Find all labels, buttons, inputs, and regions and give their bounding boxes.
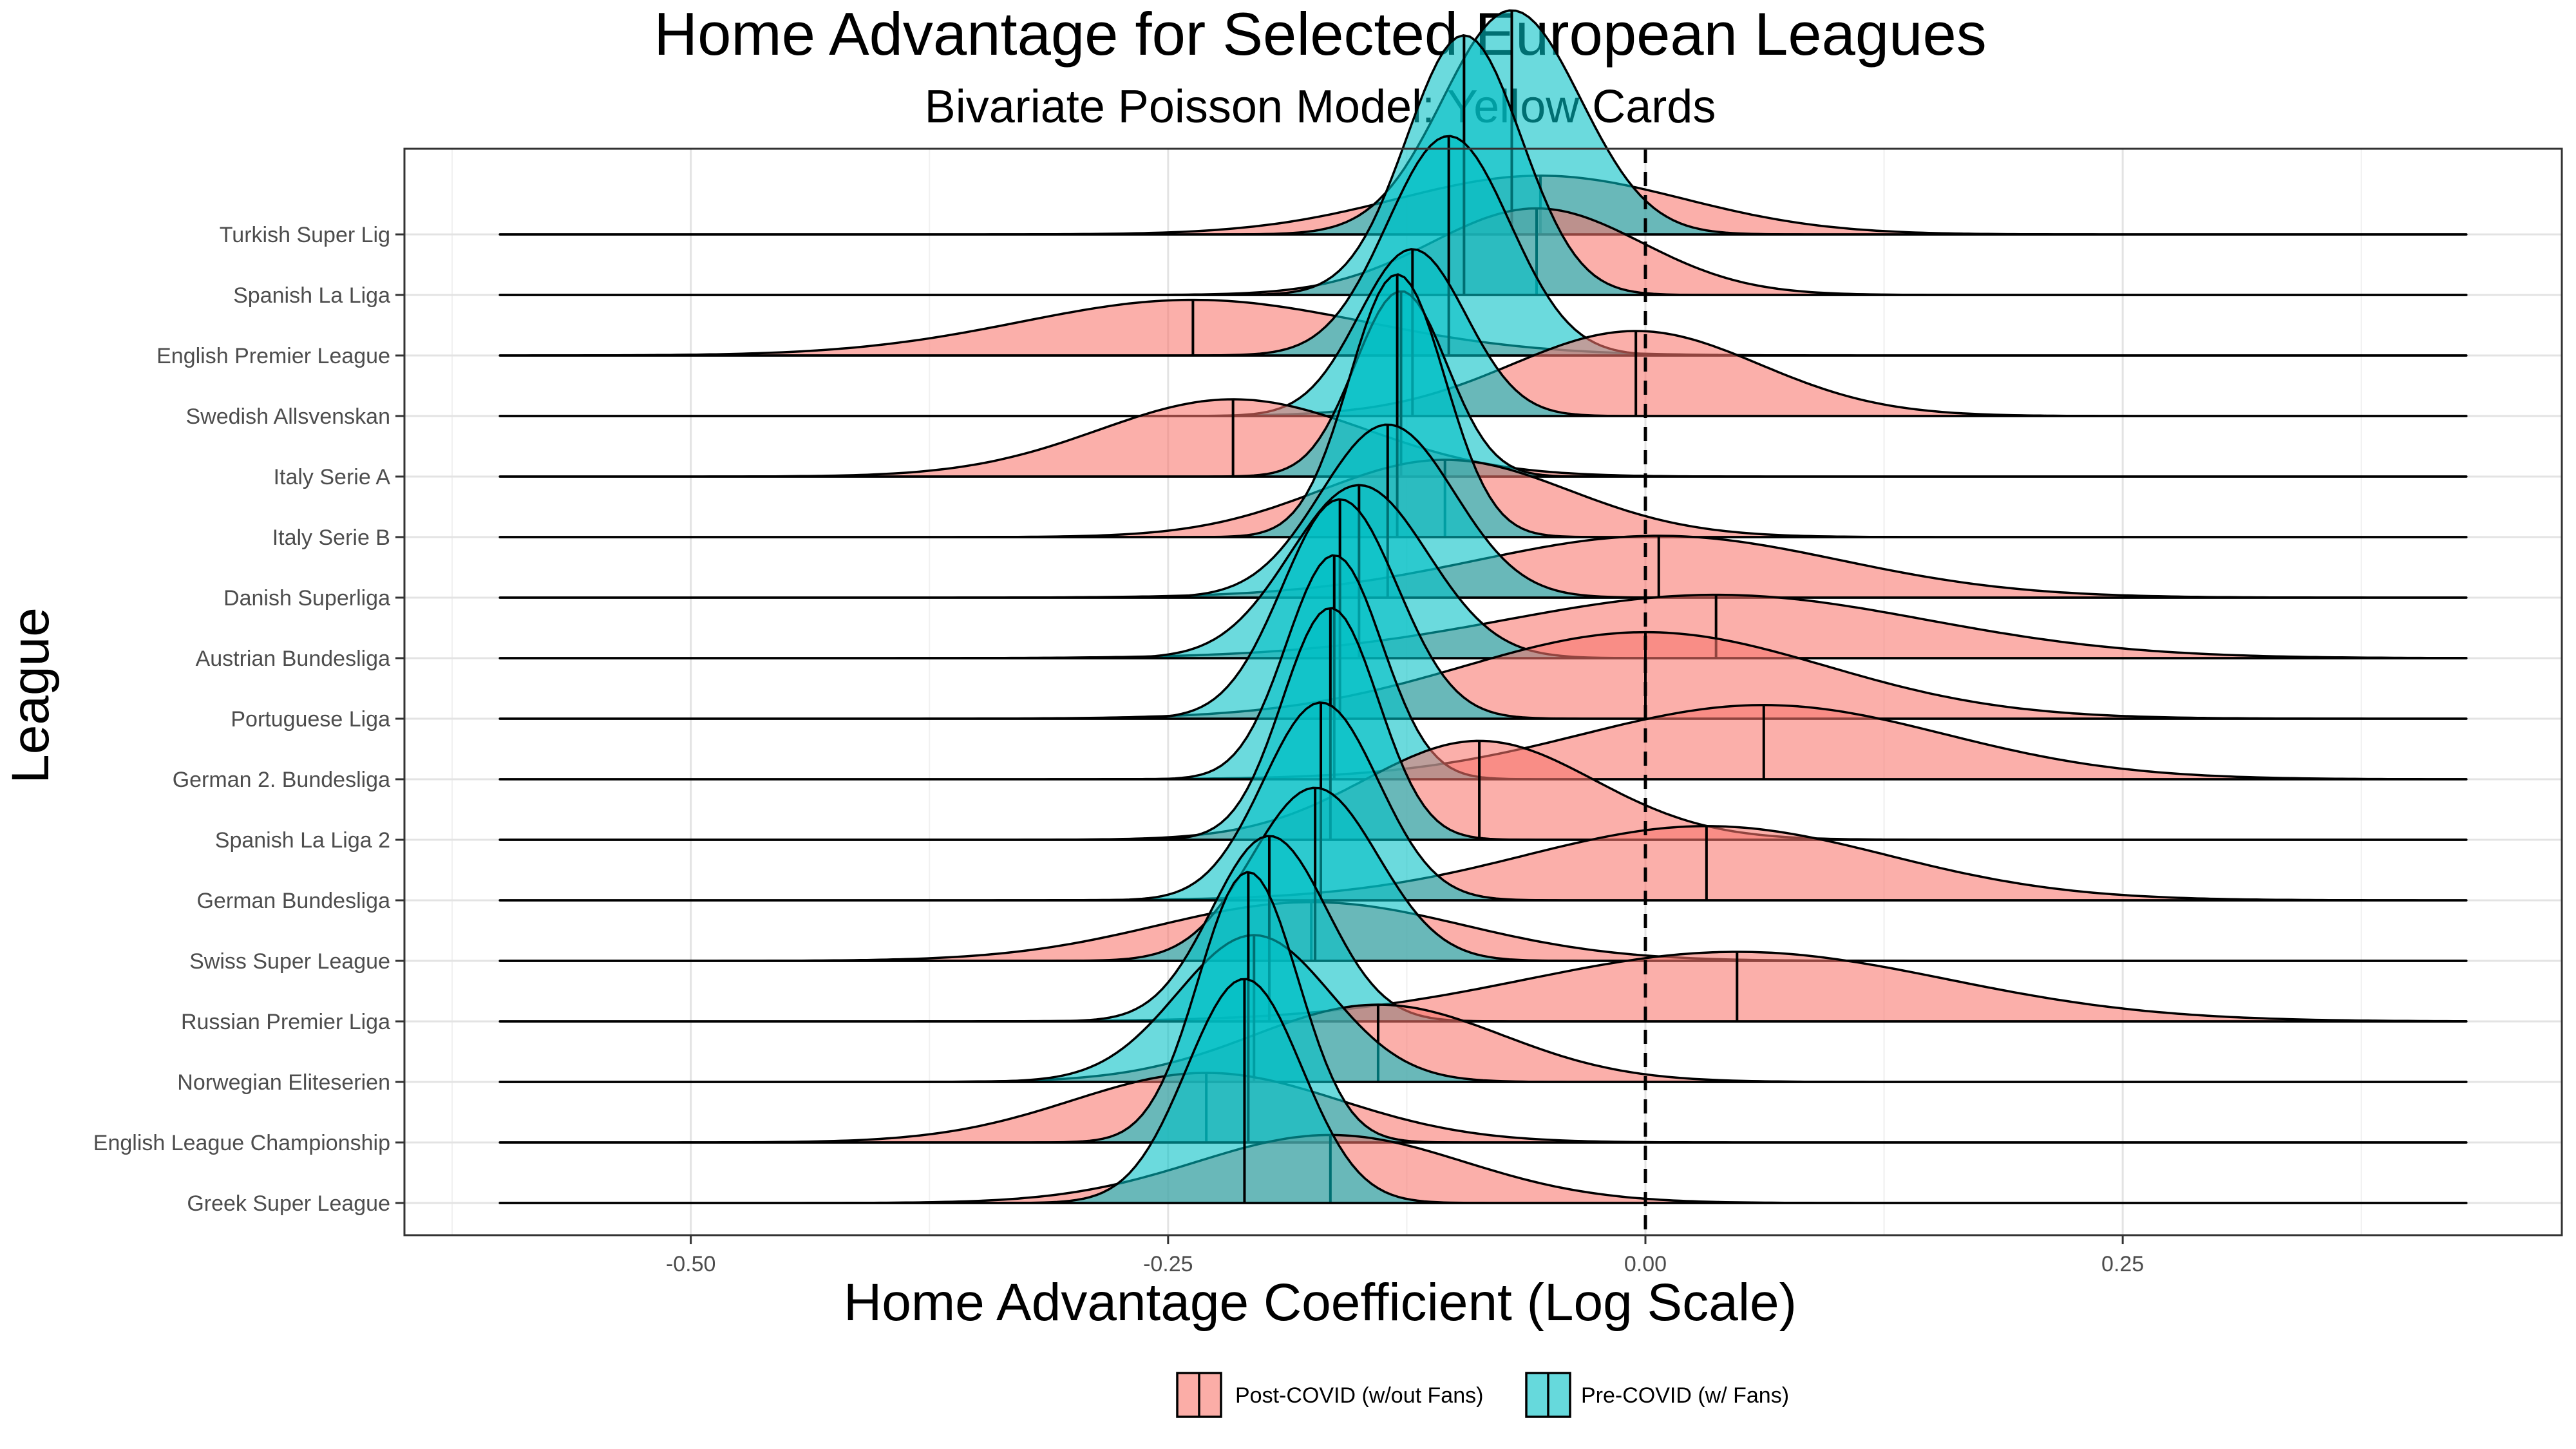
y-tick-label: Norwegian Eliteserien xyxy=(177,1070,390,1095)
pre-covid-density xyxy=(498,978,2468,1204)
pre-covid-density xyxy=(498,498,2468,720)
league-ridge xyxy=(498,835,2468,1023)
pre-covid-density xyxy=(498,835,2468,1023)
y-tick-label: English League Championship xyxy=(93,1131,390,1155)
y-tick-label: English Premier League xyxy=(156,344,390,368)
panel-border xyxy=(403,147,2563,1236)
y-tick-label: Italy Serie A xyxy=(274,465,391,489)
legend-item: Post-COVID (w/out Fans) xyxy=(1176,1372,1483,1418)
x-axis-label: Home Advantage Coefficient (Log Scale) xyxy=(844,1273,1797,1332)
chart-title: Home Advantage for Selected European Lea… xyxy=(654,0,1986,68)
y-tick-label: Italy Serie B xyxy=(272,526,390,550)
y-tick-label: Turkish Super Lig xyxy=(220,223,390,247)
x-tick-label: -0.50 xyxy=(666,1252,716,1276)
y-tick-label: Danish Superliga xyxy=(223,586,390,611)
x-tick-label: 0.00 xyxy=(1624,1252,1667,1276)
legend-label: Post-COVID (w/out Fans) xyxy=(1235,1383,1483,1408)
pre-covid-density xyxy=(498,871,2468,1144)
league-ridge xyxy=(498,978,2468,1204)
pre-covid-density xyxy=(498,34,2468,296)
y-tick-label: Austrian Bundesliga xyxy=(196,647,391,671)
pre-covid-density xyxy=(498,484,2468,659)
pre-covid-density xyxy=(498,273,2468,538)
y-tick-label: Swedish Allsvenskan xyxy=(185,404,390,429)
y-tick-label: Portuguese Liga xyxy=(231,707,390,732)
legend-item: Pre-COVID (w/ Fans) xyxy=(1525,1372,1789,1418)
y-axis-label: League xyxy=(1,607,60,784)
x-axis: -0.50 -0.25 0.00 0.25 xyxy=(666,1235,2144,1276)
y-tick-label: German Bundesliga xyxy=(196,889,390,913)
pre-covid-density xyxy=(498,701,2468,902)
x-tick-label: -0.25 xyxy=(1143,1252,1193,1276)
density-ridges xyxy=(498,9,2468,1204)
y-tick-label: Swiss Super League xyxy=(189,949,390,974)
y-tick-label: Russian Premier Liga xyxy=(181,1010,390,1034)
league-ridge xyxy=(498,248,2468,417)
y-tick-label: Spanish La Liga 2 xyxy=(215,828,390,853)
pre-covid-density xyxy=(498,607,2468,841)
pre-covid-density xyxy=(498,290,2468,478)
league-ridge xyxy=(498,273,2468,538)
pre-covid-density xyxy=(498,423,2468,599)
pre-covid-density xyxy=(498,786,2468,962)
y-tick-label: Spanish La Liga xyxy=(233,283,390,308)
pre-covid-density xyxy=(498,135,2468,357)
league-ridge xyxy=(498,701,2468,902)
y-axis: Turkish Super Lig Spanish La Liga English … xyxy=(93,223,404,1216)
y-tick-label: Greek Super League xyxy=(187,1191,390,1216)
legend-label: Pre-COVID (w/ Fans) xyxy=(1581,1383,1789,1408)
y-tick-label: German 2. Bundesliga xyxy=(173,768,390,792)
pre-covid-density xyxy=(498,248,2468,417)
plot-panel xyxy=(403,9,2563,1236)
legend: Post-COVID (w/out Fans) Pre-COVID (w/ Fan… xyxy=(1176,1372,1789,1418)
chart-subtitle: Bivariate Poisson Model: Yellow Cards xyxy=(925,81,1716,133)
pre-covid-density xyxy=(498,934,2468,1083)
x-tick-label: 0.25 xyxy=(2101,1252,2144,1276)
